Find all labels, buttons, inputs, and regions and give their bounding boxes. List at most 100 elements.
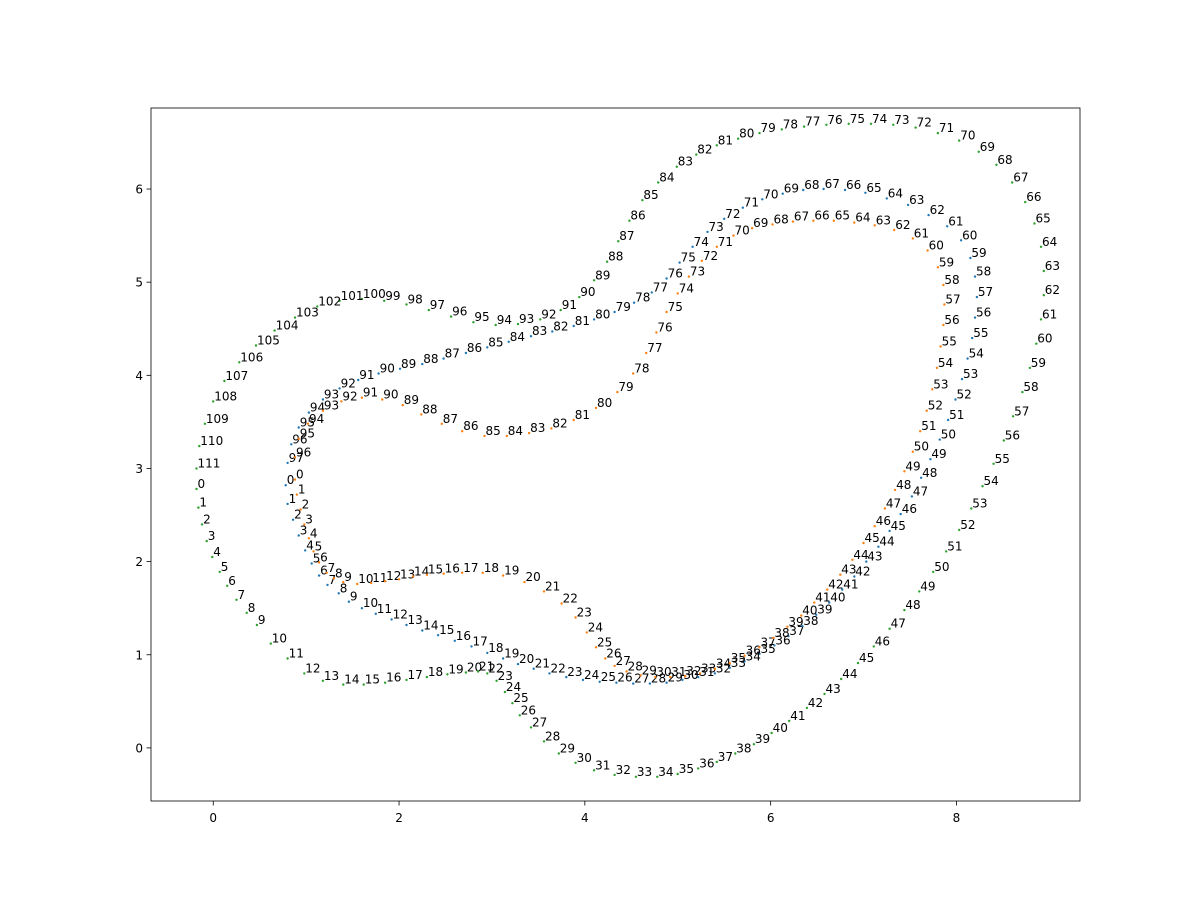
data-point <box>338 299 341 302</box>
data-point <box>743 654 746 657</box>
point-index-label: 18 <box>428 665 443 679</box>
point-index-label: 31 <box>699 665 714 679</box>
point-index-label: 2 <box>203 512 211 526</box>
point-index-label: 104 <box>276 319 299 333</box>
point-index-label: 62 <box>895 218 910 232</box>
data-point <box>312 550 315 553</box>
point-index-label: 105 <box>257 334 280 348</box>
point-index-label: 59 <box>939 255 954 269</box>
data-point <box>1033 222 1036 225</box>
data-point <box>238 361 241 364</box>
point-index-label: 49 <box>920 579 935 593</box>
point-index-label: 37 <box>789 624 804 638</box>
point-index-label: 41 <box>815 591 830 605</box>
point-index-label: 36 <box>746 644 761 658</box>
data-point <box>565 675 568 679</box>
point-index-label: 15 <box>428 563 443 577</box>
data-point <box>297 437 300 440</box>
data-point <box>715 245 718 248</box>
data-point <box>665 681 668 684</box>
data-point <box>752 743 756 746</box>
data-point <box>195 467 198 470</box>
data-point <box>832 219 835 222</box>
data-point <box>425 675 429 679</box>
data-point <box>223 379 226 383</box>
point-index-label: 38 <box>803 614 818 628</box>
point-index-label: 79 <box>761 121 776 135</box>
point-index-label: 75 <box>681 251 696 265</box>
point-index-label: 64 <box>1042 235 1057 249</box>
data-point <box>888 529 891 533</box>
data-point <box>453 639 456 642</box>
data-point <box>973 275 977 278</box>
data-point <box>869 122 873 126</box>
point-index-label: 57 <box>978 285 993 299</box>
data-point <box>691 245 694 248</box>
point-index-label: 8 <box>248 601 256 615</box>
point-index-label: 43 <box>841 563 856 577</box>
data-point <box>706 230 709 234</box>
data-point <box>286 657 289 660</box>
point-index-label: 69 <box>980 140 995 154</box>
point-index-label: 35 <box>731 651 746 665</box>
point-index-label: 85 <box>486 424 501 438</box>
data-point <box>532 667 535 670</box>
point-index-label: 78 <box>635 291 650 305</box>
point-index-label: 77 <box>805 115 820 129</box>
data-point <box>970 507 973 510</box>
point-index-label: 5 <box>313 552 321 566</box>
x-tick-label: 4 <box>581 811 589 825</box>
point-index-label: 22 <box>563 592 578 606</box>
x-tick-label: 8 <box>953 811 961 825</box>
data-point <box>678 261 681 264</box>
point-index-label: 97 <box>289 451 304 465</box>
point-index-label: 71 <box>939 121 954 135</box>
point-index-label: 47 <box>891 617 906 631</box>
point-index-label: 94 <box>310 401 325 415</box>
point-index-label: 21 <box>545 579 560 593</box>
data-point <box>914 126 917 129</box>
point-index-label: 22 <box>551 661 566 675</box>
data-point <box>557 752 560 755</box>
point-index-label: 54 <box>984 474 999 488</box>
data-point <box>592 318 596 321</box>
point-index-label: 87 <box>445 347 460 361</box>
point-index-label: 13 <box>324 669 339 683</box>
point-index-label: 53 <box>972 497 987 511</box>
point-index-label: 59 <box>971 246 986 260</box>
data-point <box>656 775 659 778</box>
data-point <box>943 303 946 306</box>
data-point <box>616 390 619 394</box>
data-point <box>657 181 660 184</box>
data-point <box>728 666 731 669</box>
point-index-label: 70 <box>763 187 778 201</box>
data-point <box>486 672 489 675</box>
data-point <box>1042 294 1046 297</box>
data-point <box>461 571 464 574</box>
data-point <box>966 357 969 360</box>
data-point <box>383 299 386 302</box>
data-point <box>728 661 731 665</box>
data-point <box>851 558 854 561</box>
point-index-label: 31 <box>671 665 686 679</box>
point-index-label: 58 <box>944 273 959 287</box>
data-point <box>551 330 554 333</box>
point-index-label: 6 <box>320 564 328 578</box>
point-index-label: 68 <box>774 212 789 226</box>
data-point <box>864 191 867 194</box>
point-index-label: 93 <box>519 312 534 326</box>
data-point <box>773 644 776 647</box>
point-index-label: 83 <box>532 324 547 338</box>
point-index-label: 60 <box>929 239 944 253</box>
data-point <box>815 613 818 616</box>
data-point <box>411 575 415 578</box>
data-point <box>572 418 575 422</box>
data-point <box>560 602 563 605</box>
point-index-label: 74 <box>679 281 694 295</box>
data-point <box>440 422 443 425</box>
data-point <box>613 664 616 668</box>
point-index-label: 49 <box>931 447 946 461</box>
data-point <box>758 652 761 655</box>
